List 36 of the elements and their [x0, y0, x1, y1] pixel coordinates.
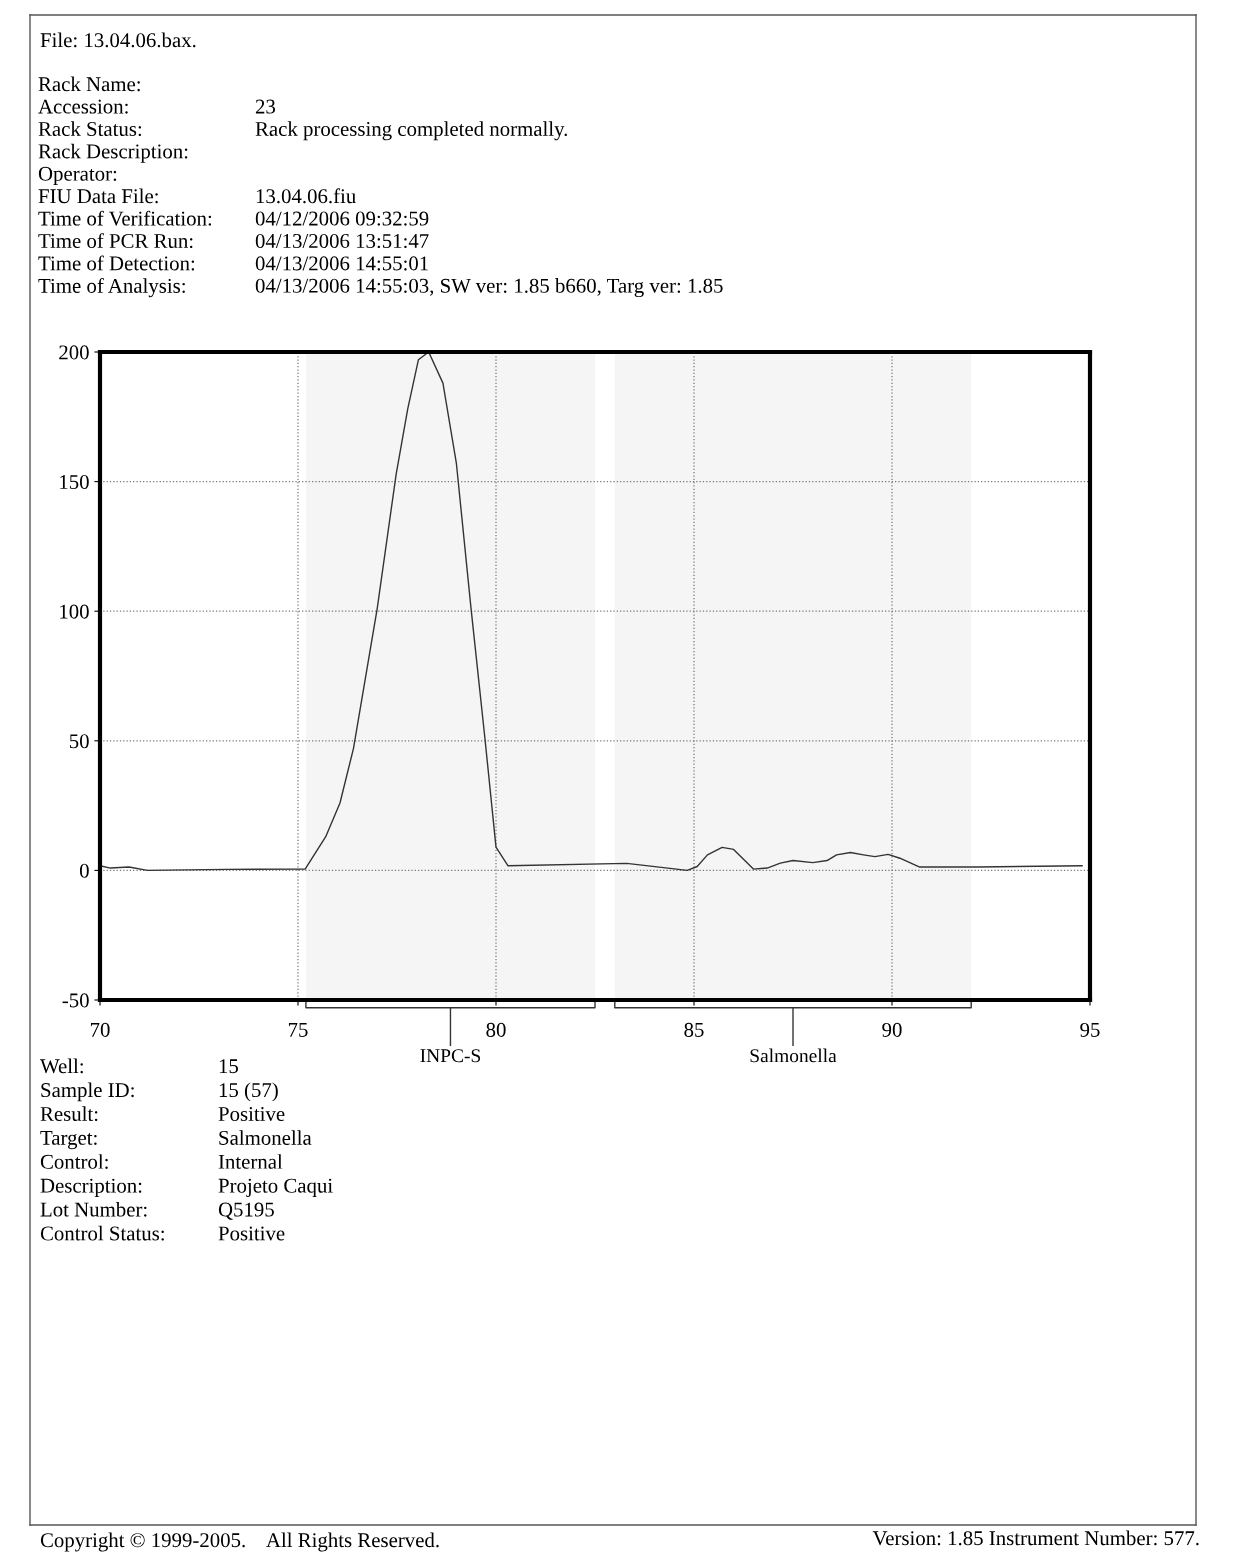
text: Result: Positive — [40, 1106, 285, 1122]
text: Operator: — [38, 166, 117, 186]
text: Well: 15 — [40, 1058, 239, 1074]
text: Target: Salmonella — [40, 1130, 312, 1150]
y-tick-label: 0 — [79, 863, 89, 878]
line-series — [100, 352, 1083, 872]
text: FIU Data File: 13.04.06.fiu — [38, 188, 356, 204]
band-label: Salmonella — [750, 1048, 837, 1063]
x-tick-label: 75 — [288, 1023, 308, 1037]
y-tick-label: -50 — [62, 993, 89, 1008]
text: Time of Verification: 04/12/2006 09:32:59 — [38, 210, 429, 226]
text: File: 13.04.06.bax. — [40, 32, 196, 48]
y-tick-label: 150 — [60, 474, 89, 490]
text: Time of Analysis: 04/13/2006 14:55:03, SW ver: 1.85 b660, Targ ver: 1.85 — [38, 278, 723, 298]
text: Control: Internal — [40, 1154, 283, 1169]
text: Lot Number: Q5195 — [40, 1201, 274, 1220]
text: Sample ID: 15 (57) — [41, 1082, 278, 1102]
x-tick-label: 90 — [882, 1022, 902, 1037]
text: Copyright © 1999-2005. All Rights Reserved. — [40, 1532, 439, 1552]
text: Rack Status: Rack processing completed normally. — [38, 121, 567, 141]
text: Time of PCR Run: 04/13/2006 13:51:47 — [38, 233, 429, 249]
text: Rack Name: — [38, 76, 140, 92]
y-tick-label: 100 — [60, 604, 89, 619]
band-label: INPC-S — [420, 1049, 481, 1063]
text: Description: Projeto Caqui — [40, 1178, 333, 1197]
y-tick-label: 50 — [69, 734, 89, 749]
text: Accession: 23 — [38, 99, 276, 114]
y-tick-label: 200 — [59, 345, 89, 360]
x-tick-label: 85 — [684, 1022, 704, 1037]
x-tick-label: 95 — [1080, 1022, 1100, 1037]
x-tick-label: 70 — [90, 1022, 110, 1037]
x-tick-label: 80 — [486, 1022, 506, 1037]
text: Time of Detection: 04/13/2006 14:55:01 — [38, 255, 428, 271]
text: Control Status: Positive — [40, 1225, 285, 1241]
text: Rack Description: — [38, 143, 188, 163]
text: Version: 1.85 Instrument Number: 577. — [872, 1530, 1199, 1546]
